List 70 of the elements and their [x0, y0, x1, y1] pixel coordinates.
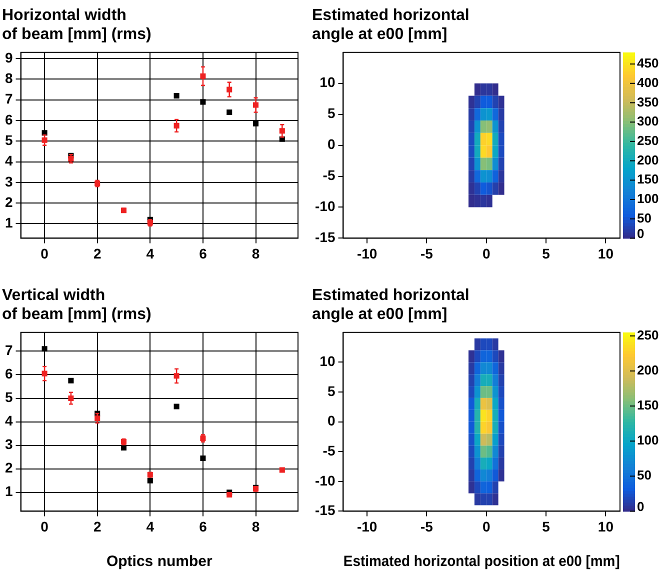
y-tick-label: 4: [4, 152, 13, 169]
x-tick-label: 10: [598, 245, 614, 262]
color-bar-label: 150: [637, 398, 659, 413]
y-tick-label: 3: [4, 436, 13, 452]
x-tick-label: -10: [356, 245, 378, 262]
x-axis-title: Estimated horizontal position at e00 [mm]: [343, 554, 620, 570]
y-tick-label: 5: [327, 382, 336, 399]
chart-title: Estimated horizontal angle at e00 [mm]: [312, 7, 470, 44]
y-tick-label: 8: [4, 70, 13, 86]
x-tick-label: 2: [93, 245, 102, 262]
x-tick-label: -10: [356, 518, 378, 534]
chart-title: Estimated horizontal angle at e00 [mm]: [312, 287, 470, 324]
x-tick-label: -5: [420, 245, 434, 262]
y-tick-label: 5: [4, 389, 13, 406]
color-bar-label: 350: [637, 94, 659, 110]
y-tick-label: 7: [4, 90, 13, 107]
y-tick-label: 5: [327, 105, 336, 122]
chart-title: Horizontal width of beam [mm] (rms): [2, 7, 152, 44]
y-tick-label: 9: [4, 49, 13, 66]
color-bar-label: 150: [637, 172, 659, 187]
x-tick-label: 0: [40, 245, 49, 262]
y-tick-label: 7: [4, 342, 13, 358]
y-tick-label: -10: [315, 472, 336, 488]
y-tick-label: 5: [4, 132, 13, 148]
x-tick-label: 0: [482, 518, 490, 534]
x-tick-label: 6: [199, 245, 208, 262]
y-tick-label: 4: [4, 412, 13, 429]
x-tick-label: 5: [542, 245, 550, 262]
y-tick-label: 6: [4, 111, 13, 128]
color-bar-label: 450: [637, 56, 659, 71]
color-bar-label: 100: [637, 432, 659, 448]
color-bar-label: 50: [637, 468, 652, 483]
color-bar-label: 50: [637, 210, 652, 226]
x-tick-label: -5: [420, 518, 434, 534]
x-tick-label: 8: [252, 245, 260, 262]
color-bar-label: 400: [637, 74, 659, 90]
color-bar-label: 0: [637, 226, 644, 241]
x-tick-label: 0: [40, 518, 49, 534]
x-axis-title: Optics number: [106, 553, 212, 570]
x-tick-label: 5: [542, 518, 550, 534]
y-tick-label: 1: [4, 214, 13, 231]
x-tick-label: 2: [93, 518, 102, 534]
color-bar-label: 250: [637, 327, 659, 342]
color-bar-label: 300: [637, 114, 659, 129]
y-tick-label: 0: [327, 136, 336, 152]
y-tick-label: 10: [320, 74, 336, 90]
color-bar-label: 0: [637, 498, 644, 514]
y-tick-label: -10: [315, 198, 336, 214]
y-tick-label: -5: [322, 167, 336, 184]
y-tick-label: 3: [4, 173, 13, 190]
y-tick-label: 2: [4, 194, 13, 210]
y-tick-label: 0: [327, 412, 336, 429]
y-tick-label: -15: [315, 229, 336, 246]
x-tick-label: 0: [482, 245, 490, 262]
color-bar-label: 250: [637, 133, 659, 148]
color-bar-label: 200: [637, 362, 659, 378]
x-tick-label: 4: [146, 245, 154, 262]
y-tick-label: 1: [4, 483, 13, 500]
x-tick-label: 6: [199, 518, 208, 534]
x-tick-label: 4: [146, 518, 154, 534]
y-tick-label: 6: [4, 366, 13, 382]
y-tick-label: -15: [315, 502, 336, 518]
chart-title: Vertical width of beam [mm] (rms): [2, 287, 152, 324]
y-tick-label: -5: [322, 442, 336, 458]
x-tick-label: 8: [252, 518, 260, 534]
color-bar-label: 100: [637, 191, 659, 206]
color-bar-label: 200: [637, 152, 659, 168]
y-tick-label: 2: [4, 460, 13, 476]
y-tick-label: 10: [320, 353, 336, 370]
x-tick-label: 10: [598, 518, 614, 534]
